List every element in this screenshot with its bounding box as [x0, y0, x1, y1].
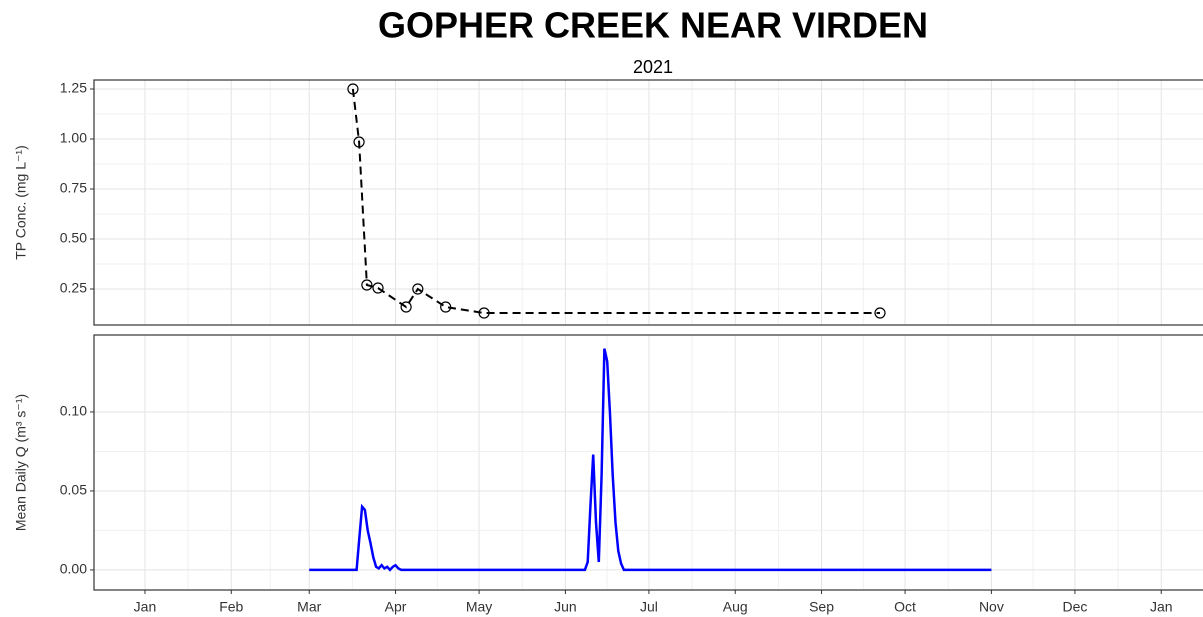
y-tick-label: 1.25 [60, 80, 87, 96]
y-tick-label: 0.25 [60, 280, 87, 296]
x-tick-label: May [466, 599, 492, 615]
x-tick-label: Nov [979, 599, 1004, 615]
data-point [412, 283, 424, 295]
panel-border [93, 334, 1203, 591]
x-tick-label: Jul [640, 599, 658, 615]
y-tick-label: 0.50 [60, 230, 87, 246]
data-point [372, 282, 384, 294]
data-point [361, 279, 373, 291]
panel-border [93, 79, 1203, 326]
data-point [353, 136, 365, 148]
x-tick-label: Dec [1062, 599, 1087, 615]
data-point [400, 301, 412, 313]
x-tick-label: Aug [723, 599, 748, 615]
x-tick-label: Mar [297, 599, 321, 615]
x-tick-label: Feb [219, 599, 243, 615]
x-tick-label: Oct [894, 599, 916, 615]
x-tick-label: Jan [134, 599, 157, 615]
y-axis-label: Mean Daily Q (m³ s⁻¹) [13, 394, 29, 531]
data-point [874, 307, 886, 319]
data-line [351, 88, 880, 314]
y-tick-label: 0.05 [60, 482, 87, 498]
data-line [309, 348, 992, 572]
x-tick-label: Apr [385, 599, 407, 615]
y-tick-label: 1.00 [60, 130, 87, 146]
data-point [440, 301, 452, 313]
data-point [347, 83, 359, 95]
y-tick-label: 0.75 [60, 180, 87, 196]
y-axis-label: TP Conc. (mg L⁻¹) [13, 145, 29, 260]
x-tick-label: Sep [809, 599, 834, 615]
chart-title: GOPHER CREEK NEAR VIRDEN [378, 5, 928, 46]
x-tick-label: Jan [1150, 599, 1173, 615]
y-tick-label: 0.10 [60, 403, 87, 419]
data-point [478, 307, 490, 319]
y-tick-label: 0.00 [60, 561, 87, 577]
x-tick-label: Jun [554, 599, 577, 615]
chart-subtitle: 2021 [633, 57, 673, 77]
